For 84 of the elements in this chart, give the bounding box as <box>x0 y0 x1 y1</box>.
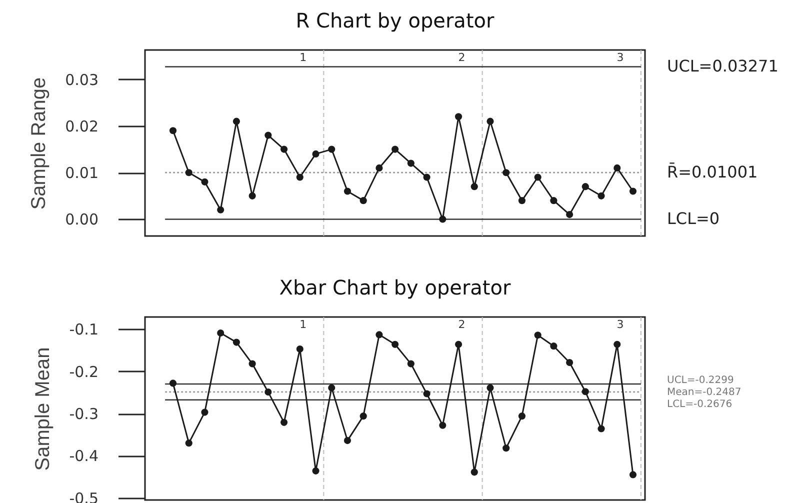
point <box>423 390 430 398</box>
y-axis-title: Sample Mean <box>32 347 54 471</box>
point <box>502 169 510 176</box>
point <box>169 127 177 134</box>
ref-line-label: UCL=-0.2299 <box>667 374 734 386</box>
point <box>566 211 574 218</box>
point <box>550 197 558 204</box>
point <box>470 183 478 190</box>
chart-title: Xbar Chart by operator <box>279 276 512 300</box>
point <box>392 340 399 348</box>
point <box>518 412 526 420</box>
y-tick-label: -0.4 <box>69 447 98 466</box>
point <box>534 174 542 181</box>
point <box>328 384 336 392</box>
point <box>566 359 574 366</box>
point <box>344 437 352 444</box>
point <box>201 178 208 186</box>
annotation: 3 <box>616 51 624 64</box>
point <box>598 192 605 200</box>
point <box>502 444 510 452</box>
point <box>614 340 621 348</box>
point <box>312 467 320 474</box>
ref-line-label: LCL=0 <box>667 209 720 228</box>
point <box>360 197 367 204</box>
point <box>232 338 240 346</box>
point <box>296 346 304 353</box>
point <box>248 360 256 368</box>
point <box>169 380 177 387</box>
annotation: 1 <box>300 318 307 331</box>
point <box>217 206 224 214</box>
point <box>392 146 399 153</box>
point <box>201 408 208 416</box>
point <box>454 113 462 120</box>
point <box>232 118 240 125</box>
point <box>407 360 414 368</box>
y-axis-title: Sample Range <box>28 77 50 210</box>
point <box>407 160 414 167</box>
point <box>328 146 336 153</box>
y-tick-label: 0.03 <box>65 70 98 89</box>
ref-line-label: Mean=-0.2487 <box>667 386 742 398</box>
point <box>185 440 192 447</box>
point <box>280 418 288 426</box>
point <box>629 471 637 478</box>
point <box>264 132 272 139</box>
annotation: 1 <box>300 51 307 64</box>
point <box>582 183 589 190</box>
point <box>582 388 589 396</box>
point <box>629 188 637 195</box>
point <box>185 169 192 176</box>
point <box>264 388 272 396</box>
point <box>598 425 605 432</box>
point <box>248 192 256 200</box>
point <box>614 164 621 172</box>
point <box>439 216 446 223</box>
point <box>312 150 320 158</box>
point <box>439 422 446 429</box>
point <box>518 197 526 204</box>
annotation: 3 <box>616 318 624 331</box>
y-tick-label: 0.01 <box>65 164 98 182</box>
point <box>344 188 352 195</box>
y-tick-label: 0.02 <box>65 117 98 136</box>
y-tick-label: -0.3 <box>69 405 98 424</box>
point <box>376 331 383 338</box>
point <box>470 468 478 476</box>
point <box>550 342 558 350</box>
y-tick-label: -0.2 <box>69 362 98 381</box>
point <box>376 164 383 172</box>
chart-title: R Chart by operator <box>296 8 496 32</box>
point <box>423 174 430 181</box>
point <box>280 146 288 153</box>
point <box>217 329 224 337</box>
y-tick-label: 0.00 <box>65 210 98 229</box>
point <box>486 384 494 392</box>
point <box>534 332 542 339</box>
ref-line-label: UCL=0.03271 <box>667 56 778 76</box>
point <box>360 412 367 420</box>
point <box>486 118 494 125</box>
ref-line-label: LCL=-0.2676 <box>667 398 732 410</box>
y-tick-label: -0.1 <box>69 320 98 339</box>
annotation: 2 <box>458 318 466 331</box>
point <box>454 340 462 348</box>
point <box>296 174 304 181</box>
ref-line-label: R̄=0.01001 <box>667 162 758 182</box>
annotation: 2 <box>458 51 466 64</box>
